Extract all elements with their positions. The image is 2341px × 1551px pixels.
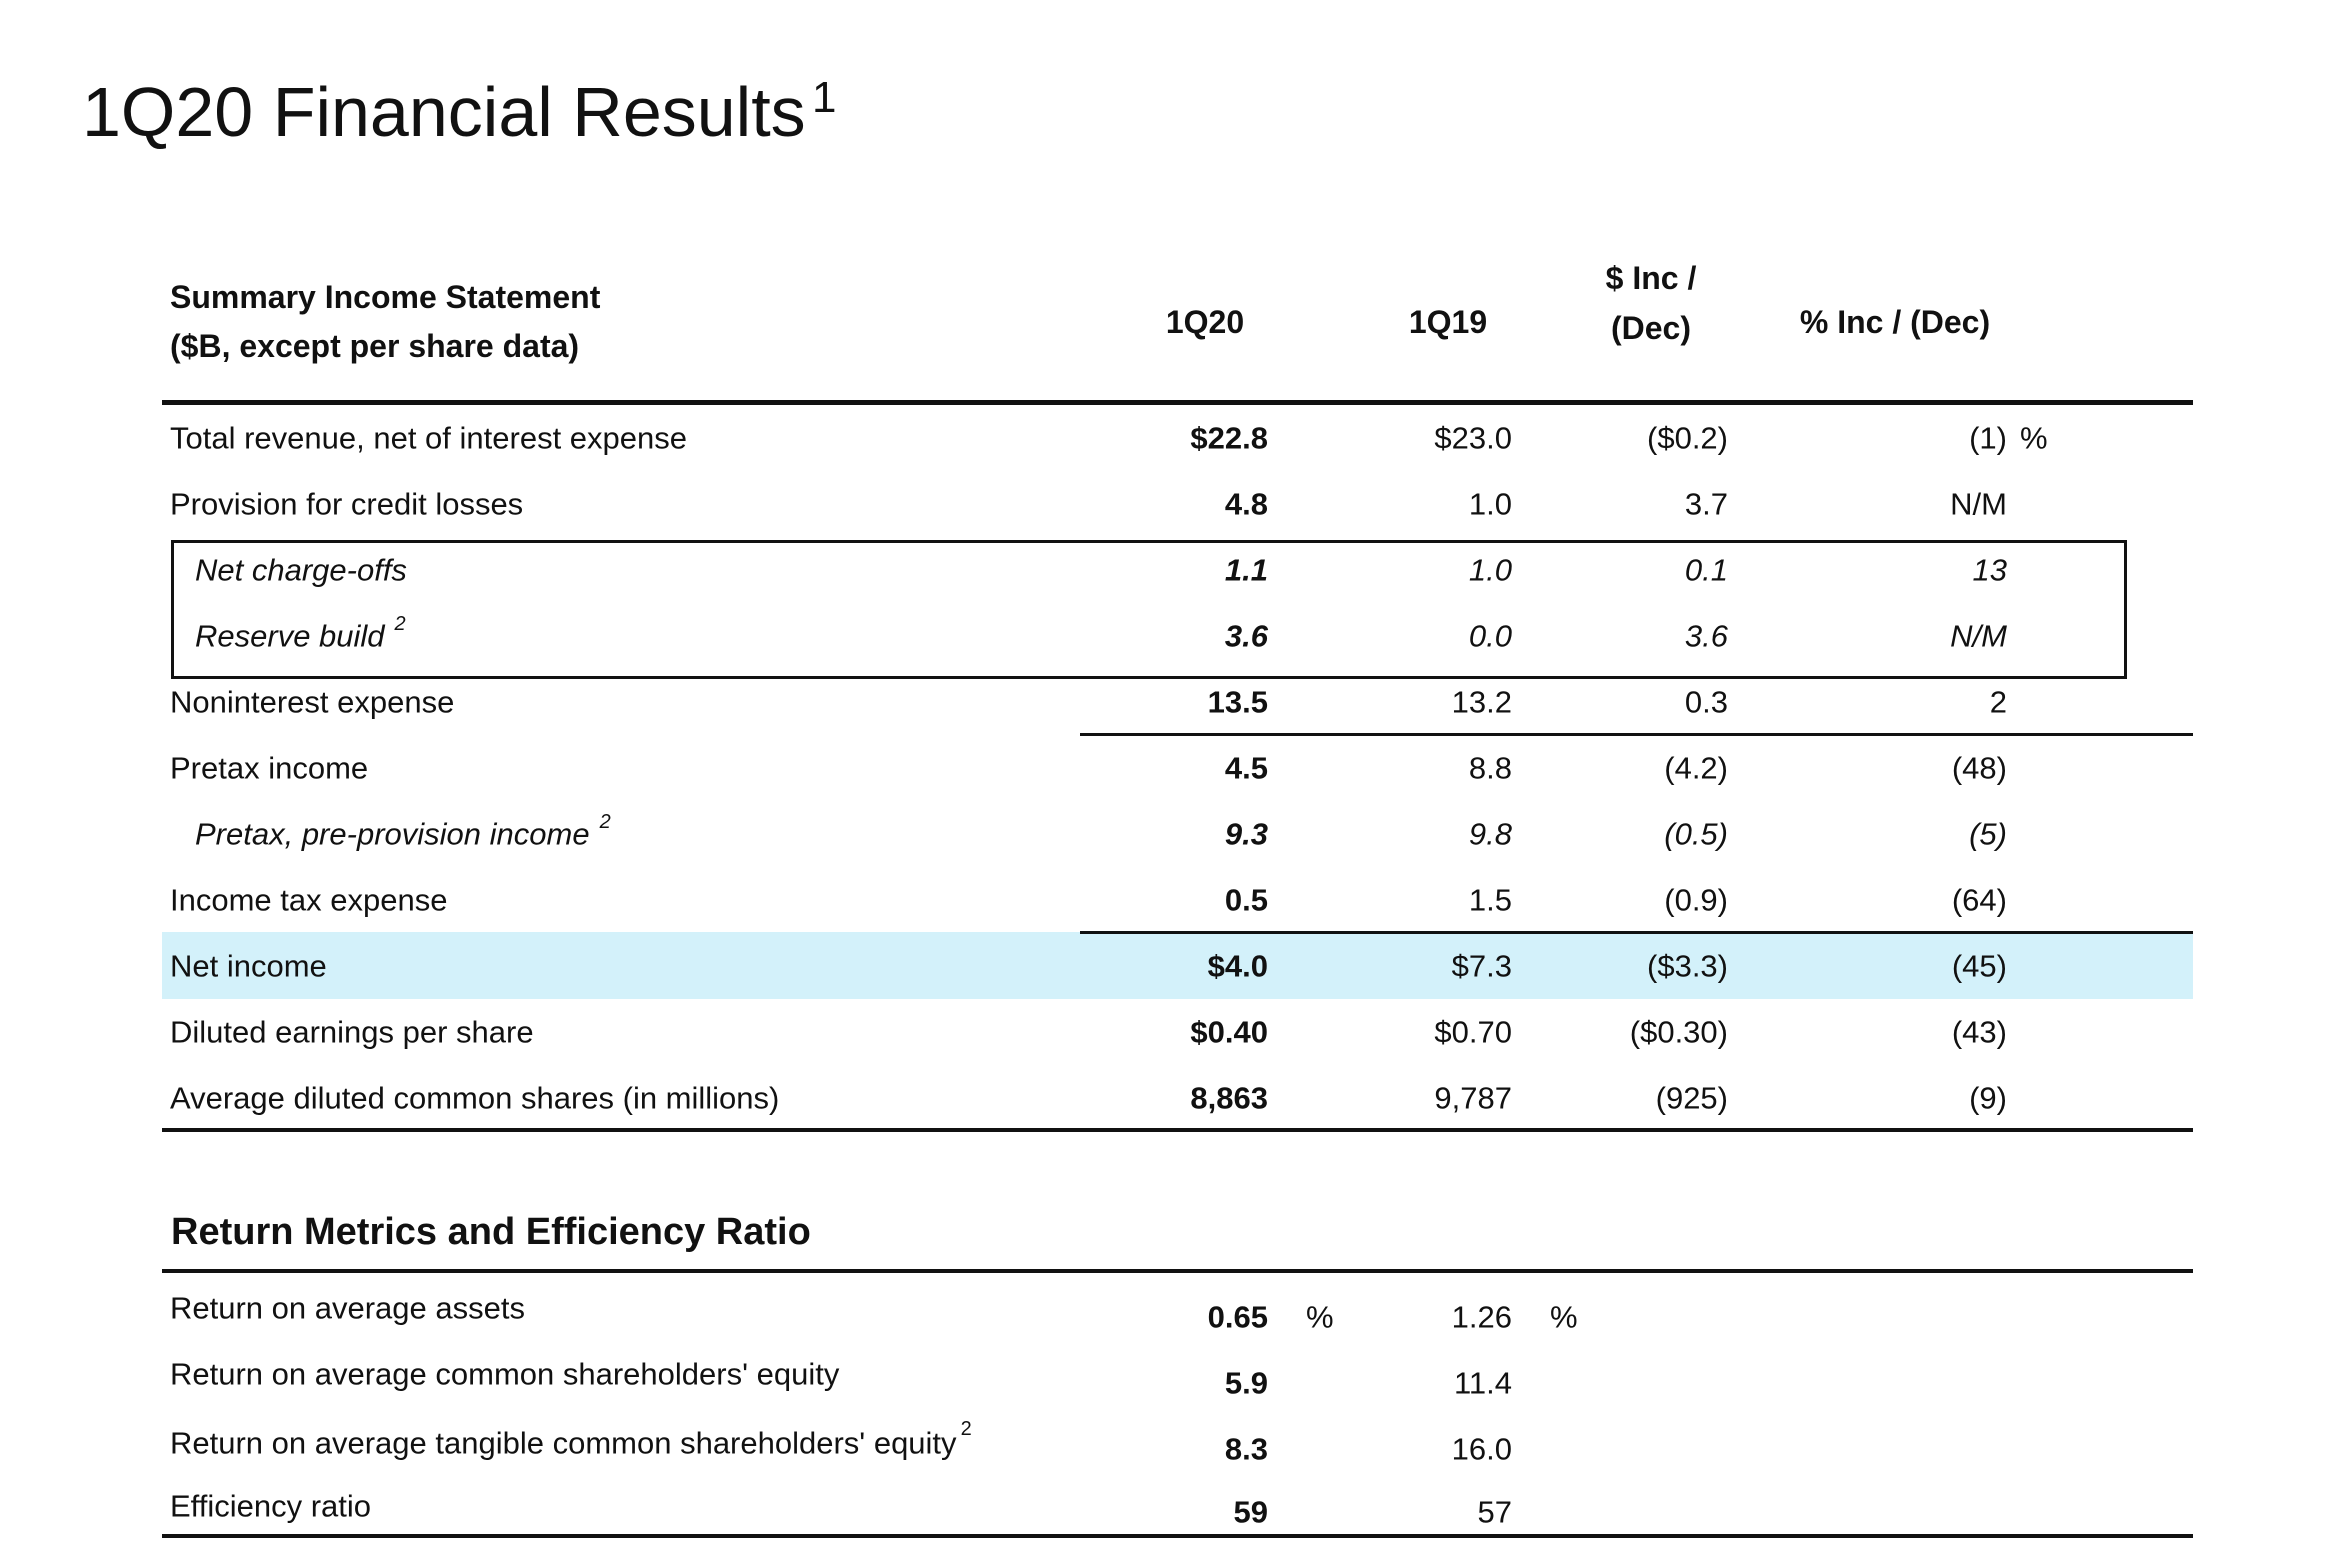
cell-value: (0.9)	[1664, 882, 1728, 918]
rule	[1080, 930, 2193, 934]
rule-thick	[162, 1269, 2193, 1273]
cell-value: 13.5	[1207, 684, 1268, 720]
cell-value: 16.0	[1451, 1431, 1512, 1467]
cell-value: 13	[1972, 552, 2007, 588]
cell-value: 8.8	[1468, 750, 1512, 786]
table-heading: ($B, except per share data)	[170, 328, 580, 364]
row-label: Income tax expense	[170, 882, 448, 918]
column-header: % Inc / (Dec)	[1799, 304, 1991, 340]
cell-value: (4.2)	[1664, 750, 1728, 786]
row-label: Efficiency ratio	[170, 1488, 372, 1524]
cell-value: 1.0	[1468, 552, 1512, 588]
row-label: Noninterest expense	[170, 684, 455, 720]
column-header: 1Q19	[1408, 304, 1488, 340]
cell-value: 4.8	[1224, 486, 1268, 522]
cell-value: 0.3	[1684, 684, 1728, 720]
row-label: Return on average common shareholders' e…	[170, 1356, 840, 1392]
cell-value: 9,787	[1434, 1080, 1512, 1116]
cell-value: $23.0	[1434, 420, 1512, 456]
cell-value: 9.8	[1468, 816, 1512, 852]
cell-value: 8.3	[1224, 1431, 1268, 1467]
cell-value: 3.6	[1684, 618, 1728, 654]
column-header: 1Q20	[1165, 304, 1245, 340]
cell-value: $0.40	[1190, 1014, 1268, 1050]
cell-value: 2	[1989, 684, 2007, 720]
cell-value: 1.1	[1224, 552, 1268, 588]
row-label: Pretax, pre-provision income	[195, 816, 590, 852]
rule-thick	[162, 1128, 2193, 1132]
row-label: Total revenue, net of interest expense	[170, 420, 687, 456]
row-label: Return on average tangible common shareh…	[170, 1425, 957, 1461]
cell-value: 0.0	[1468, 618, 1512, 654]
cell-value: 3.7	[1684, 486, 1728, 522]
column-header: (Dec)	[1610, 310, 1692, 346]
row-label: Return on average assets	[170, 1290, 525, 1326]
cell-value: 0.5	[1224, 882, 1268, 918]
cell-value: 1.0	[1468, 486, 1512, 522]
column-header: $ Inc /	[1605, 260, 1697, 296]
row-label: Net income	[170, 948, 327, 984]
unit: %	[2020, 420, 2048, 456]
rule-thick	[162, 399, 2193, 405]
cell-value: 57	[1477, 1494, 1512, 1530]
cell-value: 5.9	[1224, 1365, 1268, 1401]
cell-value: 4.5	[1224, 750, 1268, 786]
cell-value: (64)	[1951, 882, 2007, 918]
cell-value: ($0.2)	[1647, 420, 1728, 456]
cell-value: 0.65	[1207, 1299, 1268, 1335]
row-label: Diluted earnings per share	[170, 1014, 534, 1050]
unit: %	[1306, 1299, 1334, 1335]
cell-value: ($3.3)	[1647, 948, 1728, 984]
row-label: Provision for credit losses	[170, 486, 524, 522]
cell-value: 9.3	[1224, 816, 1268, 852]
cell-value: $4.0	[1207, 948, 1268, 984]
page-title: 1Q20 Financial Results	[82, 73, 806, 151]
cell-value: $7.3	[1451, 948, 1512, 984]
cell-value: 59	[1233, 1494, 1268, 1530]
cell-value: (925)	[1655, 1080, 1728, 1116]
table-heading: Summary Income Statement	[170, 279, 601, 315]
row-label: Net charge-offs	[195, 552, 407, 588]
box	[171, 540, 2127, 679]
rule	[1080, 732, 2193, 736]
cell-value: N/M	[1950, 486, 2007, 522]
footnote-marker: 2	[599, 811, 611, 833]
rule-thick	[162, 1534, 2193, 1538]
row-label: Average diluted common shares (in millio…	[170, 1080, 780, 1116]
cell-value: 1.26	[1451, 1299, 1512, 1335]
cell-value: ($0.30)	[1629, 1014, 1728, 1050]
title-footnote: 1	[812, 73, 837, 122]
cell-value: 0.1	[1684, 552, 1728, 588]
cell-value: 8,863	[1190, 1080, 1268, 1116]
cell-value: (1)	[1969, 420, 2007, 456]
cell-value: $22.8	[1190, 420, 1268, 456]
row-label: Pretax income	[170, 750, 369, 786]
cell-value: 1.5	[1468, 882, 1512, 918]
footnote-marker: 2	[394, 613, 406, 635]
cell-value: (43)	[1951, 1014, 2007, 1050]
cell-value: N/M	[1950, 618, 2007, 654]
highlight-row	[162, 932, 2193, 999]
row-label: Reserve build	[195, 618, 385, 654]
cell-value: 13.2	[1451, 684, 1512, 720]
cell-value: (45)	[1951, 948, 2007, 984]
cell-value: $0.70	[1434, 1014, 1512, 1050]
cell-value: (48)	[1951, 750, 2007, 786]
cell-value: (0.5)	[1664, 816, 1728, 852]
cell-value: (9)	[1969, 1080, 2007, 1116]
cell-value: 11.4	[1453, 1365, 1512, 1401]
cell-value: 3.6	[1224, 618, 1268, 654]
cell-value: (5)	[1969, 816, 2007, 852]
unit: %	[1550, 1299, 1578, 1335]
section-heading: Return Metrics and Efficiency Ratio	[171, 1211, 811, 1253]
footnote-marker: 2	[960, 1418, 972, 1440]
